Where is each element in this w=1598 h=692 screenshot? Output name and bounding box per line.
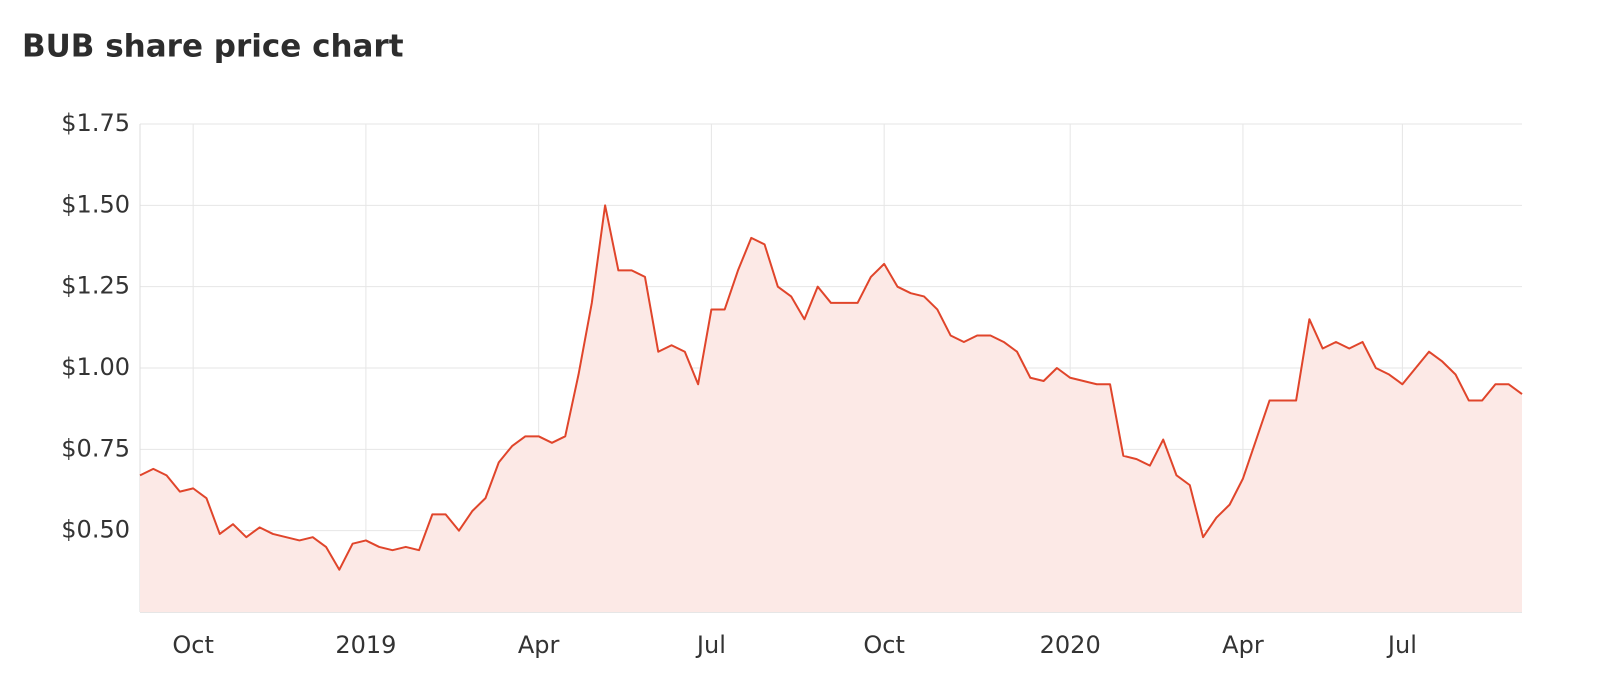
x-tick-label: Apr (1222, 631, 1264, 659)
x-tick-label: 2019 (335, 631, 396, 659)
y-tick-label: $0.75 (61, 434, 130, 462)
x-tick-label: Oct (172, 631, 214, 659)
y-tick-label: $1.00 (61, 353, 130, 381)
area (140, 205, 1522, 613)
x-tick-label: 2020 (1040, 631, 1101, 659)
x-tick-label: Jul (1386, 631, 1417, 659)
x-tick-label: Apr (518, 631, 560, 659)
x-tick-label: Jul (695, 631, 726, 659)
line (139, 204, 1523, 571)
y-tick-label: $0.50 (61, 516, 130, 544)
y-tick-label: $1.50 (61, 190, 130, 218)
x-tick-label: Oct (863, 631, 905, 659)
y-tick-label: $1.25 (61, 272, 130, 300)
chart-title: BUB share price chart (22, 29, 404, 65)
y-tick-label: $1.75 (61, 109, 130, 137)
